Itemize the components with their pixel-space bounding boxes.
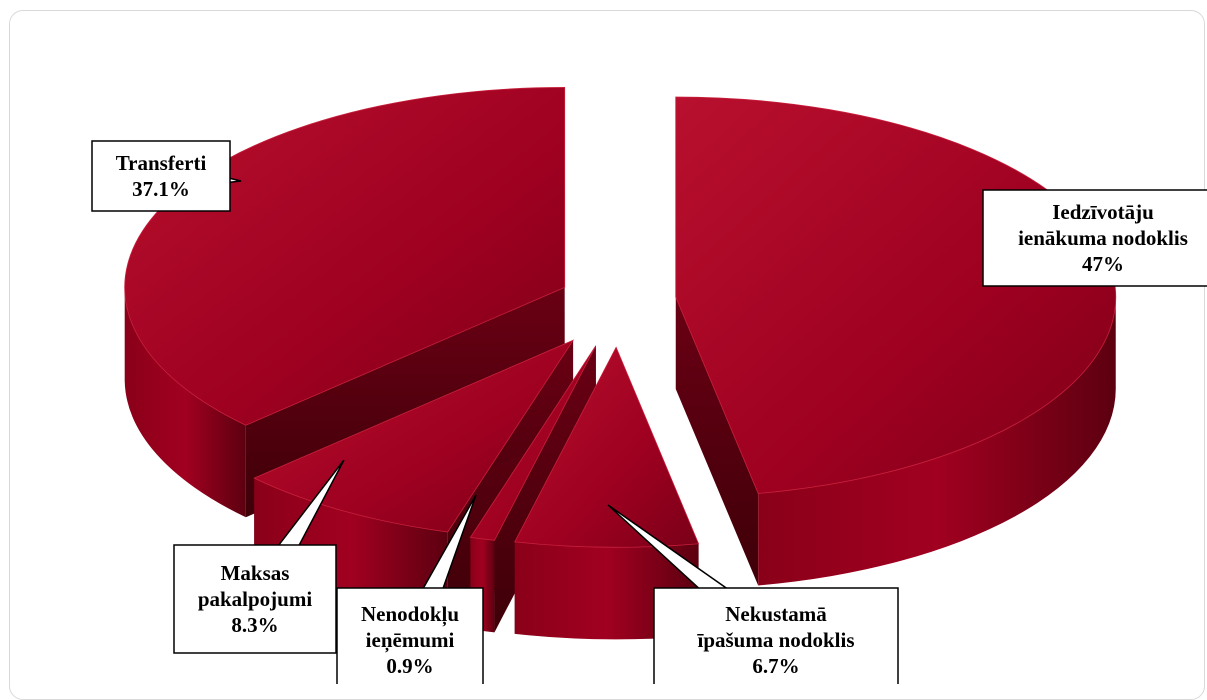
data-label-text: Iedzīvotāju xyxy=(1052,200,1154,224)
pie-slice-side xyxy=(514,541,699,640)
pie-slice-side xyxy=(758,296,1116,586)
data-label-text: Nekustamā xyxy=(725,602,827,626)
callout-fill xyxy=(93,142,229,210)
data-label-text: 47% xyxy=(1082,252,1124,276)
data-label-text: Maksas xyxy=(221,561,290,585)
pie-slice-top xyxy=(469,345,597,541)
data-label-text: pakalpojumi xyxy=(198,587,313,611)
data-label-text: ieņēmumi xyxy=(366,628,455,653)
data-label-text: 8.3% xyxy=(231,613,278,637)
data-label-text: Nenodokļu xyxy=(361,602,459,627)
data-label-text: īpašuma nodoklis xyxy=(697,628,855,652)
pie-slice-top xyxy=(253,339,575,533)
callout-fill xyxy=(175,546,335,652)
data-label-text: ienākuma nodoklis xyxy=(1018,226,1188,250)
data-label-text: 37.1% xyxy=(132,177,190,201)
data-label-text: 6.7% xyxy=(752,654,799,678)
data-label-text: 0.9% xyxy=(386,654,433,678)
pie-slice-side xyxy=(124,287,246,518)
pie-slice-wall xyxy=(470,345,596,630)
pie-slice-wall xyxy=(675,296,759,586)
callout-fill xyxy=(338,589,482,684)
callout-fill xyxy=(655,589,897,684)
callout-fill xyxy=(984,191,1207,285)
pie-slice-top xyxy=(514,346,700,548)
data-label-text: Transferti xyxy=(116,151,207,175)
pie-slice xyxy=(675,96,1117,586)
